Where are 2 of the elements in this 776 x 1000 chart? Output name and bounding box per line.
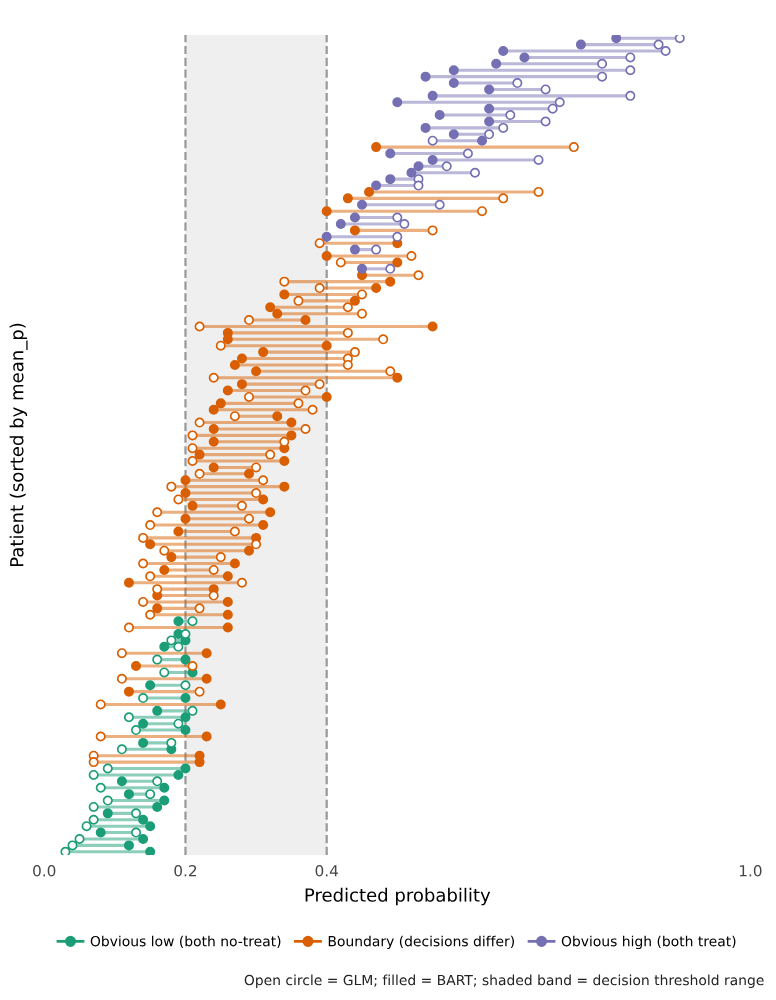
x-axis-title: Predicted probability xyxy=(305,887,491,906)
y-axis-title: Patient (sorted by mean_p) xyxy=(9,323,28,566)
